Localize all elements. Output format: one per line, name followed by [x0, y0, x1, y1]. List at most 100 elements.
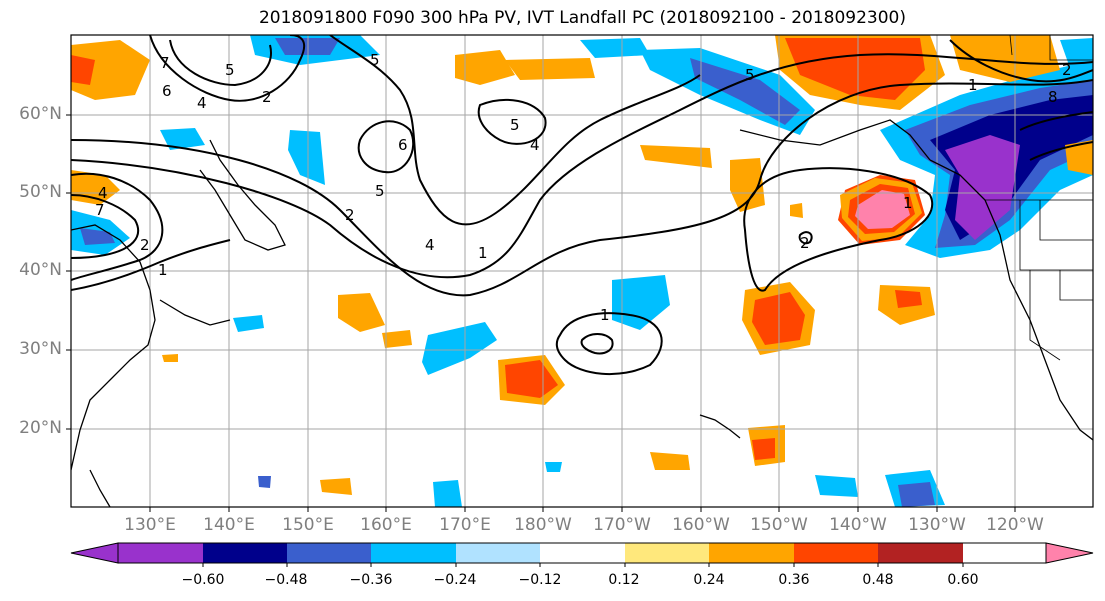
- colorbar-tick-label: 0.24: [693, 572, 725, 588]
- positive-anomaly: [950, 35, 1060, 82]
- positive-anomaly: [382, 330, 412, 348]
- colorbar-segment: [794, 543, 878, 563]
- colorbar-segment: [371, 543, 456, 563]
- negative-anomaly: [160, 128, 205, 150]
- contour-label: 5: [375, 182, 385, 200]
- contour-label: 2: [1062, 61, 1072, 79]
- colorbar-segment: [709, 543, 794, 563]
- colorbar-tick-label: 0.48: [862, 572, 894, 588]
- contour-label: 7: [160, 54, 170, 72]
- positive-anomaly: [752, 438, 775, 460]
- positive-anomaly: [895, 290, 922, 308]
- colorbar-tick-label: −0.60: [181, 572, 225, 588]
- positive-anomaly: [1065, 140, 1093, 175]
- contour-label: 1: [968, 76, 978, 94]
- negative-anomaly: [545, 462, 562, 472]
- contour-label: 1: [158, 261, 168, 279]
- negative-anomaly: [288, 130, 325, 185]
- colorbar-segment: [203, 543, 287, 563]
- positive-anomaly: [790, 203, 803, 218]
- contour-label: 5: [510, 116, 520, 134]
- contour-label: 4: [98, 184, 108, 202]
- negative-anomaly: [422, 322, 497, 375]
- negative-anomaly: [580, 38, 650, 58]
- contour-label: 2: [800, 234, 810, 252]
- lat-label: 30°N: [19, 339, 62, 359]
- lon-label: 120°W: [986, 515, 1044, 535]
- lon-label: 150°W: [750, 515, 808, 535]
- lon-label: 170°W: [593, 515, 651, 535]
- negative-anomaly: [258, 476, 271, 488]
- colorbar-segment: [287, 543, 371, 563]
- positive-anomaly: [505, 360, 558, 398]
- positive-anomaly: [71, 40, 150, 100]
- contour-label: 5: [745, 66, 755, 84]
- positive-anomaly: [505, 58, 595, 80]
- colorbar-tick-label: 0.12: [608, 572, 640, 588]
- negative-anomaly: [433, 480, 462, 507]
- political-borders: [985, 35, 1093, 361]
- lat-label: 60°N: [19, 104, 62, 124]
- colorbar-tick-label: −0.48: [264, 572, 308, 588]
- lon-label: 160°E: [360, 515, 412, 535]
- contour-label: 4: [530, 136, 540, 154]
- lon-label: 160°W: [672, 515, 730, 535]
- contour-label: 2: [262, 88, 272, 106]
- colorbar-segment: [456, 543, 540, 563]
- negative-anomaly: [815, 475, 858, 497]
- colorbar-tick-label: −0.24: [433, 572, 477, 588]
- negative-anomaly: [612, 275, 670, 330]
- colorbar-tick-label: 0.36: [778, 572, 810, 588]
- lat-label: 40°N: [19, 260, 62, 280]
- axis-ticks: [66, 114, 1016, 512]
- colorbar-segment: [878, 543, 963, 563]
- colorbar: [70, 542, 1094, 567]
- contour-label: 6: [162, 82, 172, 100]
- positive-anomaly: [730, 158, 765, 212]
- contour-label: 4: [197, 94, 207, 112]
- positive-anomaly: [320, 478, 352, 495]
- contour-label: 5: [225, 61, 235, 79]
- colorbar-tick-label: −0.12: [518, 572, 562, 588]
- contour-label: 8: [1048, 88, 1058, 106]
- lon-label: 180°W: [514, 515, 572, 535]
- contour-label: 4: [425, 236, 435, 254]
- negative-anomaly: [945, 135, 1020, 240]
- map-title: 2018091800 F090 300 hPa PV, IVT Landfall…: [258, 8, 906, 28]
- contour-labels: 7 6 4 5 2 5 6 5 4 5 2 1 4 1 1 2 5 1 2 8 …: [95, 51, 1072, 324]
- positive-anomaly: [855, 190, 910, 229]
- colorbar-high-extend: [1045, 542, 1094, 564]
- positive-anomaly: [162, 354, 178, 362]
- positive-anomaly: [338, 293, 385, 332]
- graticule: [71, 35, 1093, 507]
- positive-anomaly: [455, 50, 515, 85]
- colorbar-segment: [540, 543, 625, 563]
- contour-label: 1: [478, 244, 488, 262]
- lon-label: 140°E: [203, 515, 255, 535]
- contour-label: 1: [903, 194, 913, 212]
- lon-label: 140°W: [829, 515, 887, 535]
- lat-label: 20°N: [19, 418, 62, 438]
- colorbar-tick-label: −0.36: [349, 572, 393, 588]
- lat-label: 50°N: [19, 182, 62, 202]
- negative-anomaly: [690, 58, 800, 125]
- contour-label: 1: [600, 306, 610, 324]
- positive-anomaly: [71, 55, 95, 85]
- contour-label: 6: [398, 136, 408, 154]
- colorbar-segment: [625, 543, 709, 563]
- lon-label: 150°E: [282, 515, 334, 535]
- negative-anomaly: [233, 315, 264, 332]
- lon-label: 130°E: [124, 515, 176, 535]
- pv-contours: [71, 35, 1093, 376]
- positive-anomaly: [640, 145, 712, 168]
- contour-label: 2: [345, 206, 355, 224]
- colorbar-tick-label: 0.60: [947, 572, 979, 588]
- colorbar-segment: [118, 543, 203, 563]
- contour-label: 7: [95, 201, 105, 219]
- coastlines: [71, 119, 1093, 507]
- contour-label: 2: [140, 236, 150, 254]
- lon-label: 130°W: [908, 515, 966, 535]
- contour-label: 5: [370, 51, 380, 69]
- negative-anomaly: [898, 482, 935, 507]
